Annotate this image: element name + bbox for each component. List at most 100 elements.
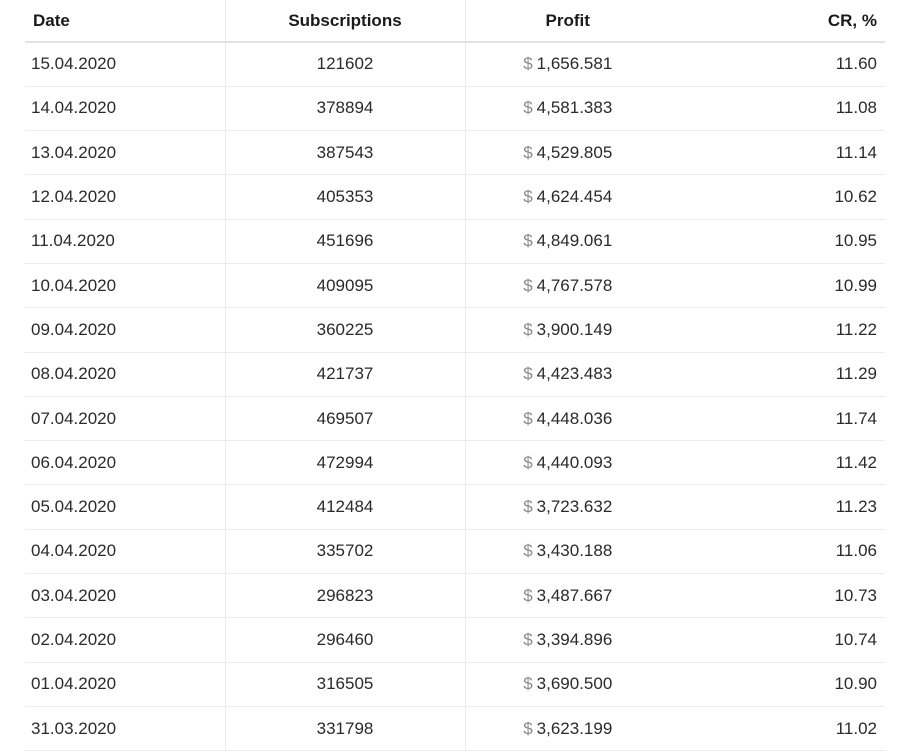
- profit-value: 1,656.581: [536, 54, 613, 74]
- table-row[interactable]: 09.04.2020 360225 $3,900.149 11.22: [25, 307, 885, 353]
- cell-subscriptions: 387543: [224, 130, 465, 176]
- currency-symbol: $: [523, 54, 533, 74]
- cell-profit: $3,487.667: [464, 573, 670, 619]
- cell-cr: 11.08: [670, 86, 885, 132]
- cell-subscriptions: 296460: [224, 617, 465, 663]
- cell-subscriptions: 405353: [224, 174, 465, 220]
- cell-profit: $4,423.483: [464, 352, 670, 397]
- table-row[interactable]: 14.04.2020 378894 $4,581.383 11.08: [25, 86, 885, 132]
- cell-cr: 10.90: [670, 662, 885, 707]
- cell-profit: $4,767.578: [464, 263, 670, 309]
- cell-cr: 11.22: [670, 307, 885, 353]
- currency-symbol: $: [523, 187, 533, 207]
- column-header-date[interactable]: Date: [25, 0, 225, 43]
- table-row[interactable]: 11.04.2020 451696 $4,849.061 10.95: [25, 219, 885, 264]
- profit-value: 3,394.896: [536, 630, 613, 649]
- profit-value: 4,767.578: [536, 275, 613, 295]
- currency-symbol: $: [523, 319, 533, 339]
- cell-date: 31.03.2020: [25, 706, 225, 751]
- currency-symbol: $: [523, 275, 533, 295]
- table-row[interactable]: 13.04.2020 387543 $4,529.805 11.14: [25, 130, 885, 176]
- profit-value: 4,581.383: [536, 98, 613, 118]
- currency-symbol: $: [523, 98, 533, 118]
- cell-subscriptions: 121602: [224, 42, 465, 87]
- table-row[interactable]: 15.04.2020 121602 $1,656.581 11.60: [25, 42, 885, 87]
- profit-value: 4,423.483: [536, 364, 613, 384]
- cell-profit: $3,690.500: [464, 662, 670, 707]
- cell-profit: $4,624.454: [464, 174, 670, 220]
- table-header: Date Subscriptions Profit CR, %: [25, 0, 885, 43]
- column-header-profit[interactable]: Profit: [464, 0, 670, 43]
- profit-value: 3,690.500: [536, 674, 613, 694]
- cell-cr: 10.73: [670, 573, 885, 619]
- cell-cr: 11.02: [670, 706, 885, 751]
- table-body: 15.04.2020 121602 $1,656.581 11.60 14.04.202…: [25, 42, 885, 751]
- profit-value: 4,448.036: [536, 408, 613, 428]
- cell-date: 10.04.2020: [25, 263, 225, 309]
- cell-date: 03.04.2020: [25, 573, 225, 619]
- table-row[interactable]: 01.04.2020 316505 $3,690.500 10.90: [25, 662, 885, 707]
- cell-date: 14.04.2020: [25, 86, 225, 132]
- table-row[interactable]: 05.04.2020 412484 $3,723.632 11.23: [25, 484, 885, 530]
- cell-cr: 11.06: [670, 529, 885, 575]
- profit-value: 3,623.199: [536, 718, 613, 738]
- cell-date: 06.04.2020: [25, 440, 225, 486]
- cell-subscriptions: 360225: [224, 307, 465, 353]
- cell-date: 04.04.2020: [25, 529, 225, 575]
- table-row[interactable]: 06.04.2020 472994 $4,440.093 11.42: [25, 440, 885, 486]
- profit-value: 4,529.805: [536, 142, 613, 162]
- table-row[interactable]: 10.04.2020 409095 $4,767.578 10.99: [25, 263, 885, 309]
- cell-cr: 10.62: [670, 174, 885, 220]
- cell-profit: $4,581.383: [464, 86, 670, 132]
- cell-cr: 11.29: [670, 352, 885, 397]
- cell-cr: 11.42: [670, 440, 885, 486]
- table-row[interactable]: 12.04.2020 405353 $4,624.454 10.62: [25, 174, 885, 220]
- profit-value: 4,440.093: [536, 452, 613, 472]
- cell-date: 05.04.2020: [25, 484, 225, 530]
- cell-cr: 11.14: [670, 130, 885, 176]
- cell-subscriptions: 331798: [224, 706, 465, 751]
- profit-value: 4,624.454: [536, 187, 613, 207]
- currency-symbol: $: [523, 452, 533, 472]
- table-row[interactable]: 08.04.2020 421737 $4,423.483 11.29: [25, 352, 885, 397]
- table-row[interactable]: 07.04.2020 469507 $4,448.036 11.74: [25, 396, 885, 442]
- cell-profit: $1,656.581: [464, 42, 670, 87]
- table-row[interactable]: 02.04.2020 296460 $3,394.896 10.74: [25, 617, 885, 663]
- currency-symbol: $: [523, 142, 533, 162]
- currency-symbol: $: [523, 231, 533, 251]
- cell-profit: $3,394.896: [464, 617, 670, 663]
- cell-subscriptions: 412484: [224, 484, 465, 530]
- cell-date: 12.04.2020: [25, 174, 225, 220]
- currency-symbol: $: [523, 630, 533, 649]
- cell-subscriptions: 421737: [224, 352, 465, 397]
- table-row[interactable]: 04.04.2020 335702 $3,430.188 11.06: [25, 529, 885, 575]
- table-row[interactable]: 31.03.2020 331798 $3,623.199 11.02: [25, 706, 885, 751]
- cell-cr: 10.74: [670, 617, 885, 663]
- currency-symbol: $: [523, 541, 533, 561]
- cell-date: 11.04.2020: [25, 219, 225, 264]
- currency-symbol: $: [523, 408, 533, 428]
- cell-subscriptions: 296823: [224, 573, 465, 619]
- cell-subscriptions: 378894: [224, 86, 465, 132]
- profit-value: 4,849.061: [536, 231, 613, 251]
- profit-value: 3,900.149: [536, 319, 613, 339]
- cell-cr: 10.95: [670, 219, 885, 264]
- cell-subscriptions: 316505: [224, 662, 465, 707]
- cell-profit: $4,448.036: [464, 396, 670, 442]
- cell-cr: 11.60: [670, 42, 885, 87]
- cell-subscriptions: 335702: [224, 529, 465, 575]
- profit-value: 3,487.667: [536, 585, 613, 605]
- table-row[interactable]: 03.04.2020 296823 $3,487.667 10.73: [25, 573, 885, 619]
- column-header-subscriptions[interactable]: Subscriptions: [224, 0, 465, 43]
- cell-profit: $4,440.093: [464, 440, 670, 486]
- cell-date: 01.04.2020: [25, 662, 225, 707]
- cell-cr: 11.23: [670, 484, 885, 530]
- cell-date: 13.04.2020: [25, 130, 225, 176]
- column-header-cr[interactable]: CR, %: [670, 0, 885, 43]
- cell-cr: 10.99: [670, 263, 885, 309]
- currency-symbol: $: [523, 718, 533, 738]
- cell-profit: $3,623.199: [464, 706, 670, 751]
- cell-date: 09.04.2020: [25, 307, 225, 353]
- cell-date: 07.04.2020: [25, 396, 225, 442]
- stats-table: Date Subscriptions Profit CR, % 15.04.20…: [25, 0, 885, 751]
